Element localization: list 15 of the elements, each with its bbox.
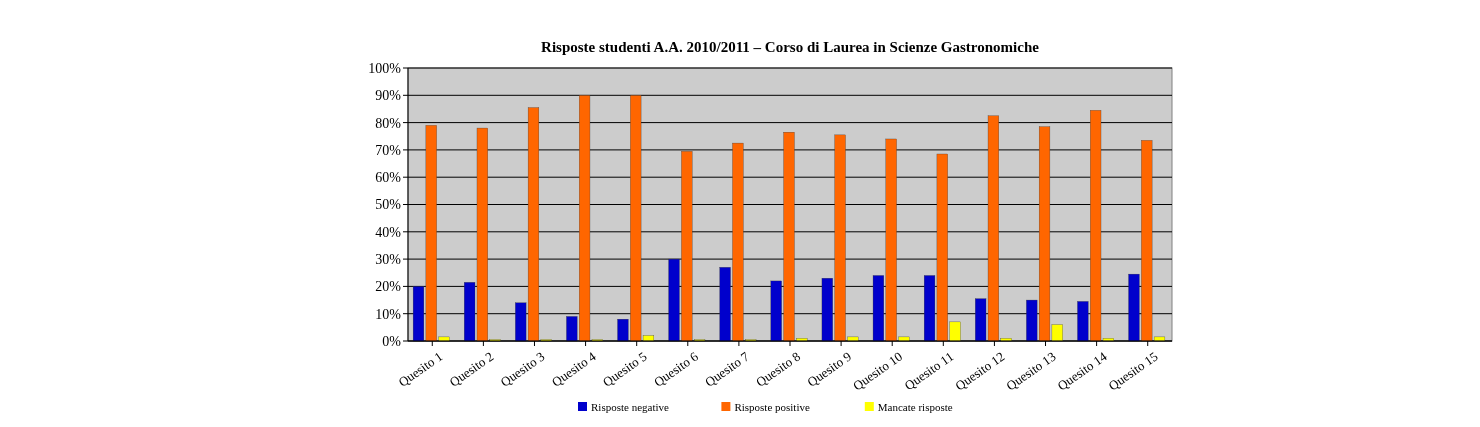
chart-title: Risposte studenti A.A. 2010/2011 – Corso di Laurea in Scienze Gastronomiche [541, 39, 1040, 55]
y-tick-label: 0% [382, 333, 402, 349]
y-tick-label: 100% [368, 60, 402, 76]
y-tick-label: 90% [375, 88, 402, 104]
y-tick-label: 80% [375, 115, 402, 131]
legend-label: Mancate risposte [877, 401, 953, 413]
y-tick-label: 60% [375, 170, 402, 186]
y-tick-label: 50% [375, 197, 402, 213]
y-tick-label: 20% [375, 279, 402, 295]
y-tick-label: 10% [375, 306, 402, 322]
legend-label: Risposte negative [591, 401, 670, 413]
legend-label: Risposte positive [734, 401, 810, 413]
y-tick-label: 70% [375, 142, 402, 158]
y-tick-label: 40% [375, 224, 402, 240]
y-tick-label: 30% [375, 252, 402, 267]
